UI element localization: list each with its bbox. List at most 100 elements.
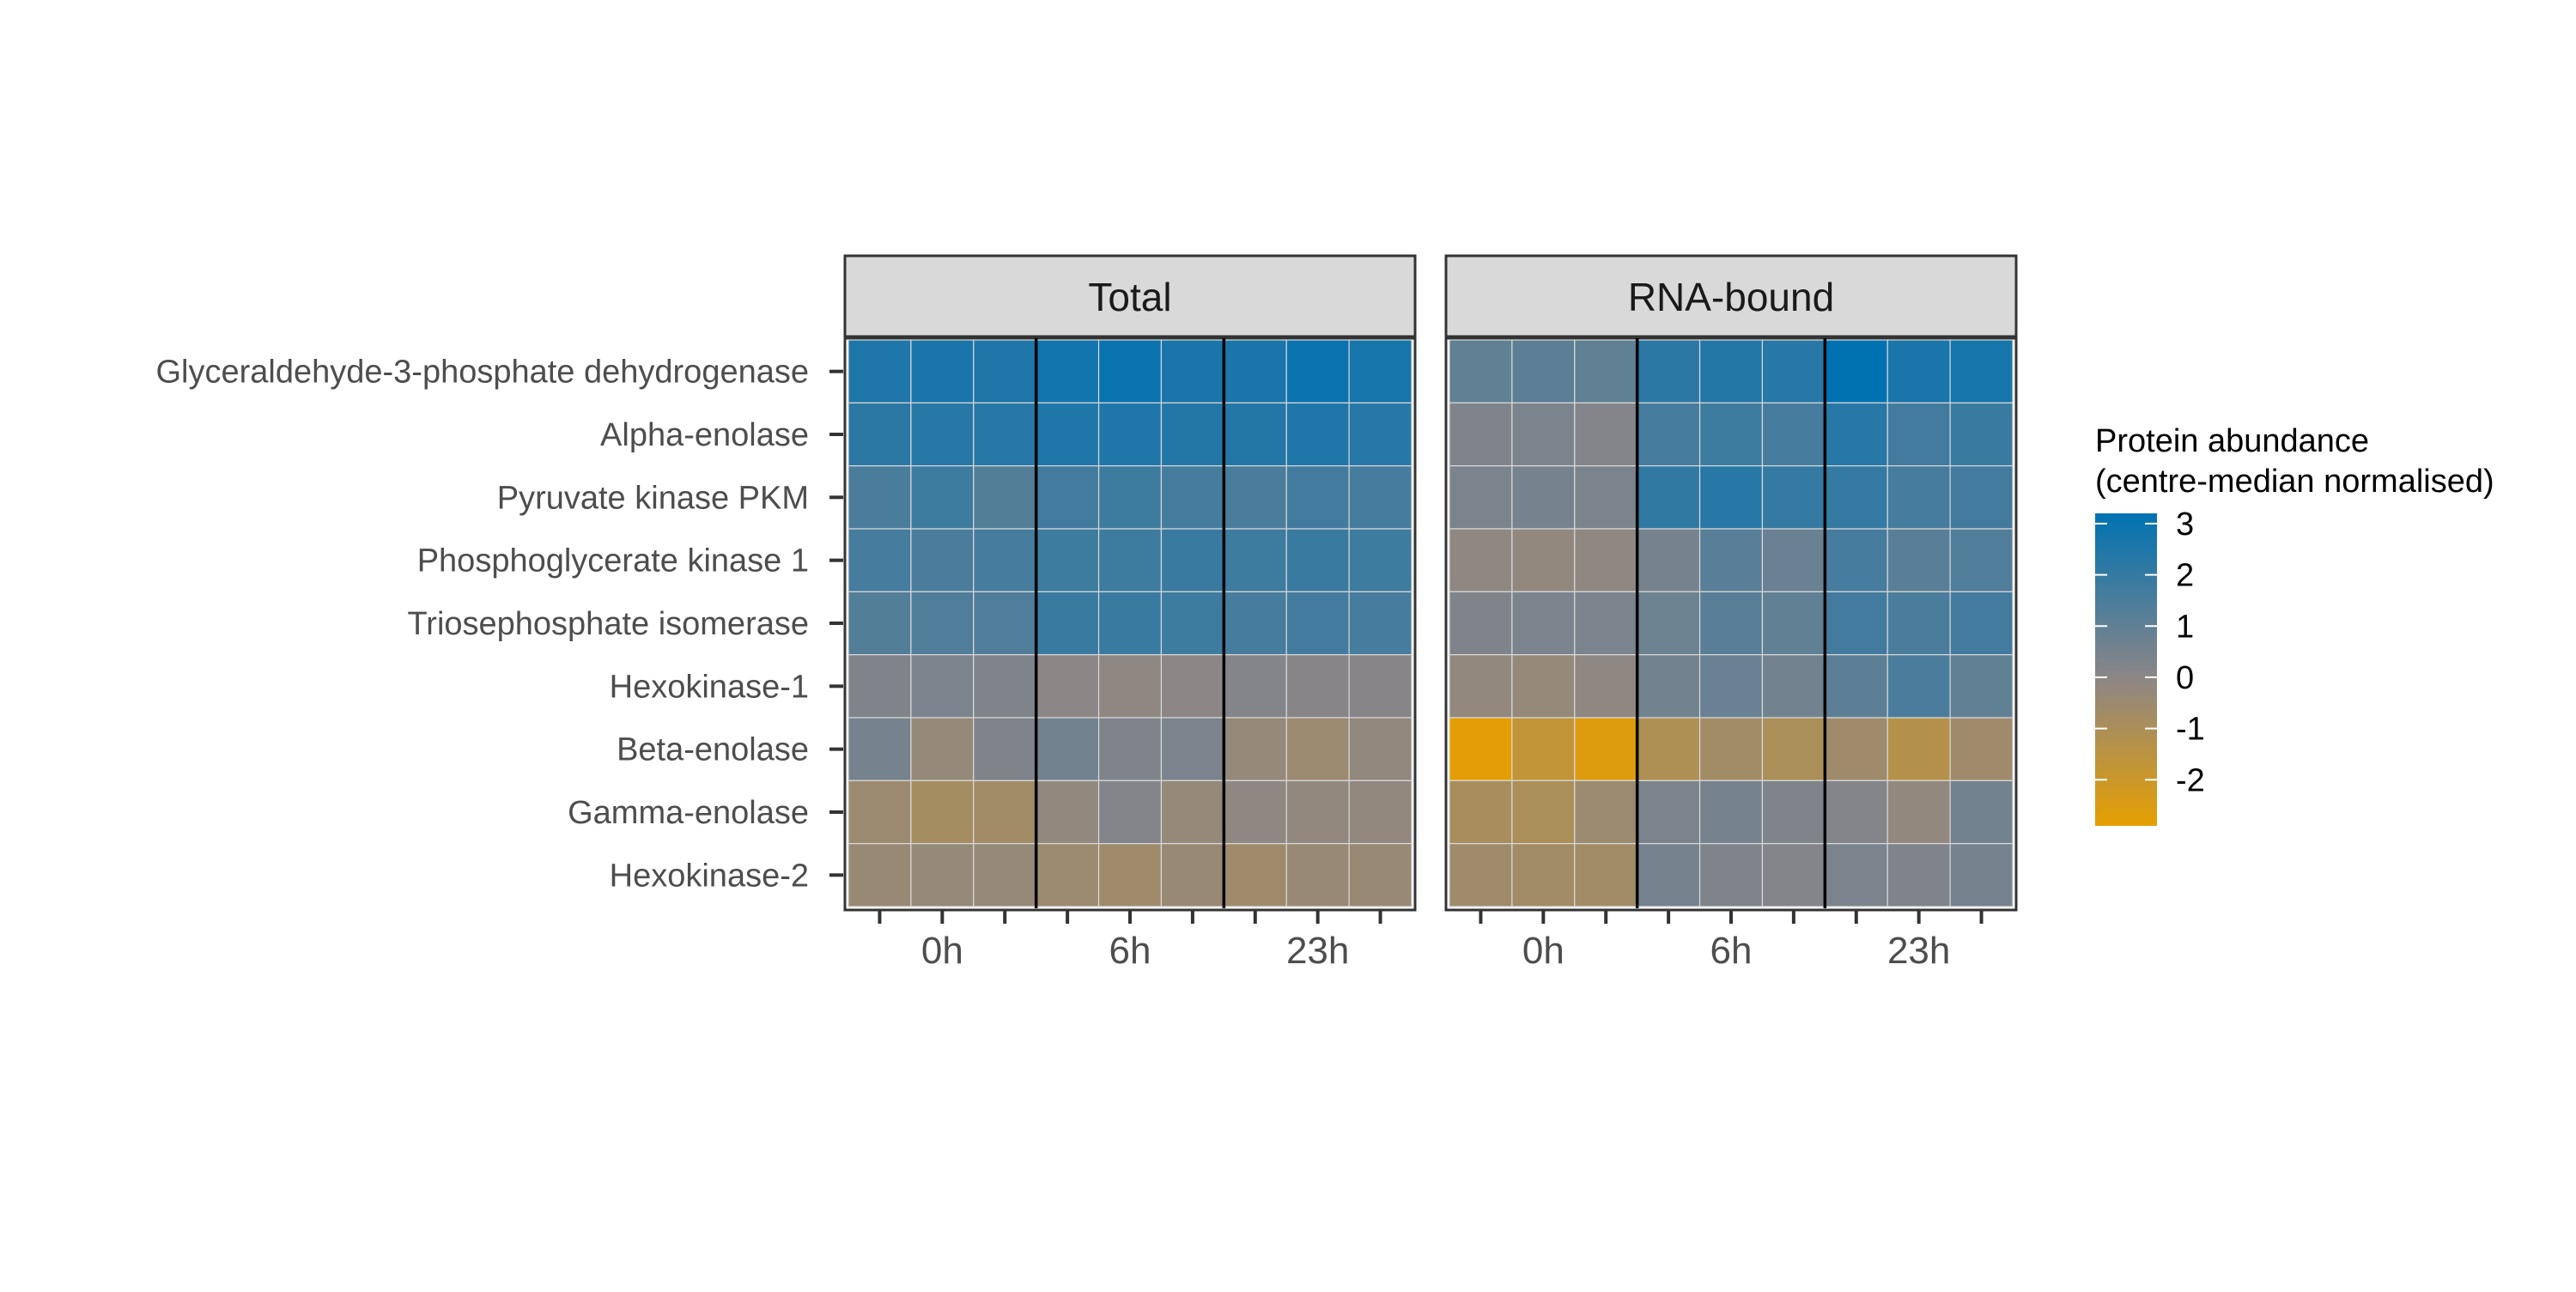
y-tick-label: Triosephosphate isomerase (407, 606, 809, 642)
heatmap-cell (1348, 654, 1413, 719)
heatmap-cell (1761, 339, 1826, 403)
heatmap-cell (1761, 465, 1826, 530)
heatmap-cell (1449, 779, 1513, 845)
heatmap-cell (973, 843, 1037, 907)
heatmap-cell (1160, 717, 1224, 781)
heatmap-cell (1160, 528, 1224, 592)
heatmap-cell (910, 465, 975, 530)
heatmap-cell (1285, 654, 1350, 719)
heatmap-cell (1637, 339, 1701, 403)
panel-rna-bound: RNA-bound 0h 6h 23h (1444, 254, 2018, 972)
heatmap-cell (1097, 654, 1163, 719)
legend-colorbar (2095, 513, 2157, 826)
legend-tick-label: -1 (2176, 712, 2205, 748)
legend-tick-label: 3 (2176, 506, 2194, 543)
heatmap-cell (1698, 402, 1764, 467)
heatmap-cell (1698, 654, 1764, 719)
heatmap-cell (1348, 528, 1413, 592)
heatmap-cell (1160, 779, 1224, 845)
heatmap-cell (1574, 528, 1638, 592)
heatmap-cell (973, 528, 1037, 592)
heatmap-cell (1886, 402, 1951, 467)
heatmap-cell (1348, 717, 1413, 781)
heatmap-cell (1886, 843, 1951, 907)
heatmap-cell (1223, 591, 1287, 656)
heatmap-cell (848, 717, 912, 781)
heatmap-cell (1449, 654, 1513, 719)
heatmap-cell (1698, 843, 1764, 907)
heatmap-cell (848, 528, 912, 592)
heatmap-cell (1036, 591, 1100, 656)
heatmap-cell (1285, 717, 1350, 781)
heatmap-cell (1511, 465, 1576, 530)
heatmap-cell (1761, 717, 1826, 781)
panels-layer: Total 0h 6h 23h RNA-bound 0h 6h 23h (843, 254, 2018, 972)
heatmap-cell (1574, 339, 1638, 403)
facet-strip-label: RNA-bound (1628, 275, 1834, 319)
color-legend: Protein abundance (centre-median normali… (2095, 423, 2494, 826)
heatmap-cell (1949, 528, 2014, 592)
heatmap-cell (1511, 654, 1576, 719)
facet-strip (1444, 254, 2018, 340)
heatmap-cell (1574, 402, 1638, 467)
heatmap-cell (973, 465, 1037, 530)
heatmap-cell (1223, 717, 1287, 781)
legend-tick-label: 2 (2176, 558, 2194, 594)
y-tick-label: Pyruvate kinase PKM (497, 480, 809, 516)
heatmap-cell (848, 591, 912, 656)
heatmap-cell (1036, 717, 1100, 781)
heatmap-cell (1511, 528, 1576, 592)
heatmap-cell (1637, 402, 1701, 467)
row-labels: Glyceraldehyde-3-phosphate dehydrogenase… (155, 355, 843, 894)
legend-tick-label: 0 (2176, 660, 2194, 696)
heatmap-cell (1449, 528, 1513, 592)
heatmap-cell (1348, 779, 1413, 845)
heatmap-cell (1348, 402, 1413, 467)
y-tick-label: Hexokinase-2 (610, 858, 809, 894)
x-tick-label: 0h (1522, 930, 1564, 972)
heatmap-cell (1637, 591, 1701, 656)
facet-strip (843, 254, 1417, 340)
heatmap-cell (910, 843, 975, 907)
heatmap-cell (1698, 465, 1764, 530)
y-tick-label: Gamma-enolase (568, 795, 809, 831)
heatmap-cell (1949, 779, 2014, 845)
heatmap-cell (1886, 591, 1951, 656)
heatmap-cell (1097, 402, 1163, 467)
heatmap-cell (1511, 591, 1576, 656)
heatmap-cell (1824, 591, 1888, 656)
heatmap-cell (1761, 843, 1826, 907)
heatmap-cell (910, 654, 975, 719)
y-tick-label: Hexokinase-1 (610, 669, 809, 705)
heatmap-cell (1886, 779, 1951, 845)
heatmap-cell (1886, 465, 1951, 530)
heatmap-cell (1824, 528, 1888, 592)
heatmap-cell (1036, 528, 1100, 592)
heatmap-cell (1637, 779, 1701, 845)
heatmap-cell (910, 591, 975, 656)
heatmap-cell (910, 717, 975, 781)
heatmap-cell (1574, 843, 1638, 907)
heatmap-cell (1036, 843, 1100, 907)
heatmap-cell (1637, 528, 1701, 592)
heatmap-cell (1574, 465, 1638, 530)
heatmap-cell (1097, 339, 1163, 403)
heatmap-cell (1449, 843, 1513, 907)
facet-strip-label: Total (1088, 275, 1171, 319)
heatmap-cell (1949, 654, 2014, 719)
heatmap-cell (848, 402, 912, 467)
heatmap-cell (1949, 402, 2014, 467)
heatmap-cell (1761, 779, 1826, 845)
heatmap-cell (1824, 465, 1888, 530)
heatmap-cell (1285, 528, 1350, 592)
heatmap-cell (1698, 528, 1764, 592)
heatmap-cell (848, 654, 912, 719)
heatmap-cell (1511, 843, 1576, 907)
heatmap-cell (1637, 654, 1701, 719)
heatmap-cell (1223, 654, 1287, 719)
heatmap-cell (1160, 843, 1224, 907)
legend-title-line2: (centre-median normalised) (2095, 464, 2494, 500)
heatmap-cell (1285, 779, 1350, 845)
heatmap-cell (1886, 654, 1951, 719)
heatmap-cell (1285, 843, 1350, 907)
